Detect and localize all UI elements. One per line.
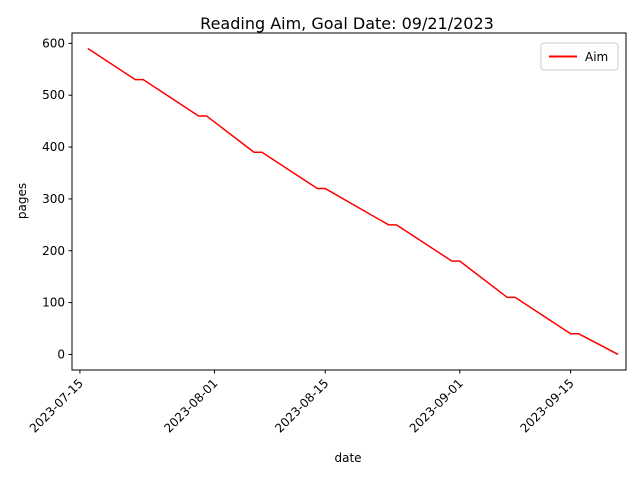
x-tick-label: 2023-09-01 [407,376,466,435]
x-tick-label: 2023-08-15 [272,376,331,435]
y-tick-label: 300 [42,192,65,206]
legend-label: Aim [585,50,608,64]
axes-frame [71,32,627,371]
legend: Aim [540,42,619,71]
legend-box [540,42,619,71]
y-tick-label: 100 [42,296,65,310]
x-tick-label: 2023-07-15 [27,376,86,435]
plot-area [87,47,619,356]
y-tick-label: 600 [42,36,65,50]
y-tick-label: 200 [42,244,65,258]
x-axis-ticks: 2023-07-15 2023-08-01 2023-08-15 2023-09-01… [27,370,577,435]
y-tick-label: 0 [57,347,65,361]
x-tick-label: 2023-09-15 [518,376,577,435]
y-tick-label: 500 [42,88,65,102]
x-tick-label: 2023-08-01 [161,376,220,435]
series-line-0 [87,47,619,356]
y-axis-ticks: 0 100 200 300 400 500 600 [42,36,72,361]
y-axis-label: pages [15,183,29,219]
y-tick-label: 400 [42,140,65,154]
chart-title: Reading Aim, Goal Date: 09/21/2023 [200,14,494,33]
x-axis-label: date [334,451,361,465]
